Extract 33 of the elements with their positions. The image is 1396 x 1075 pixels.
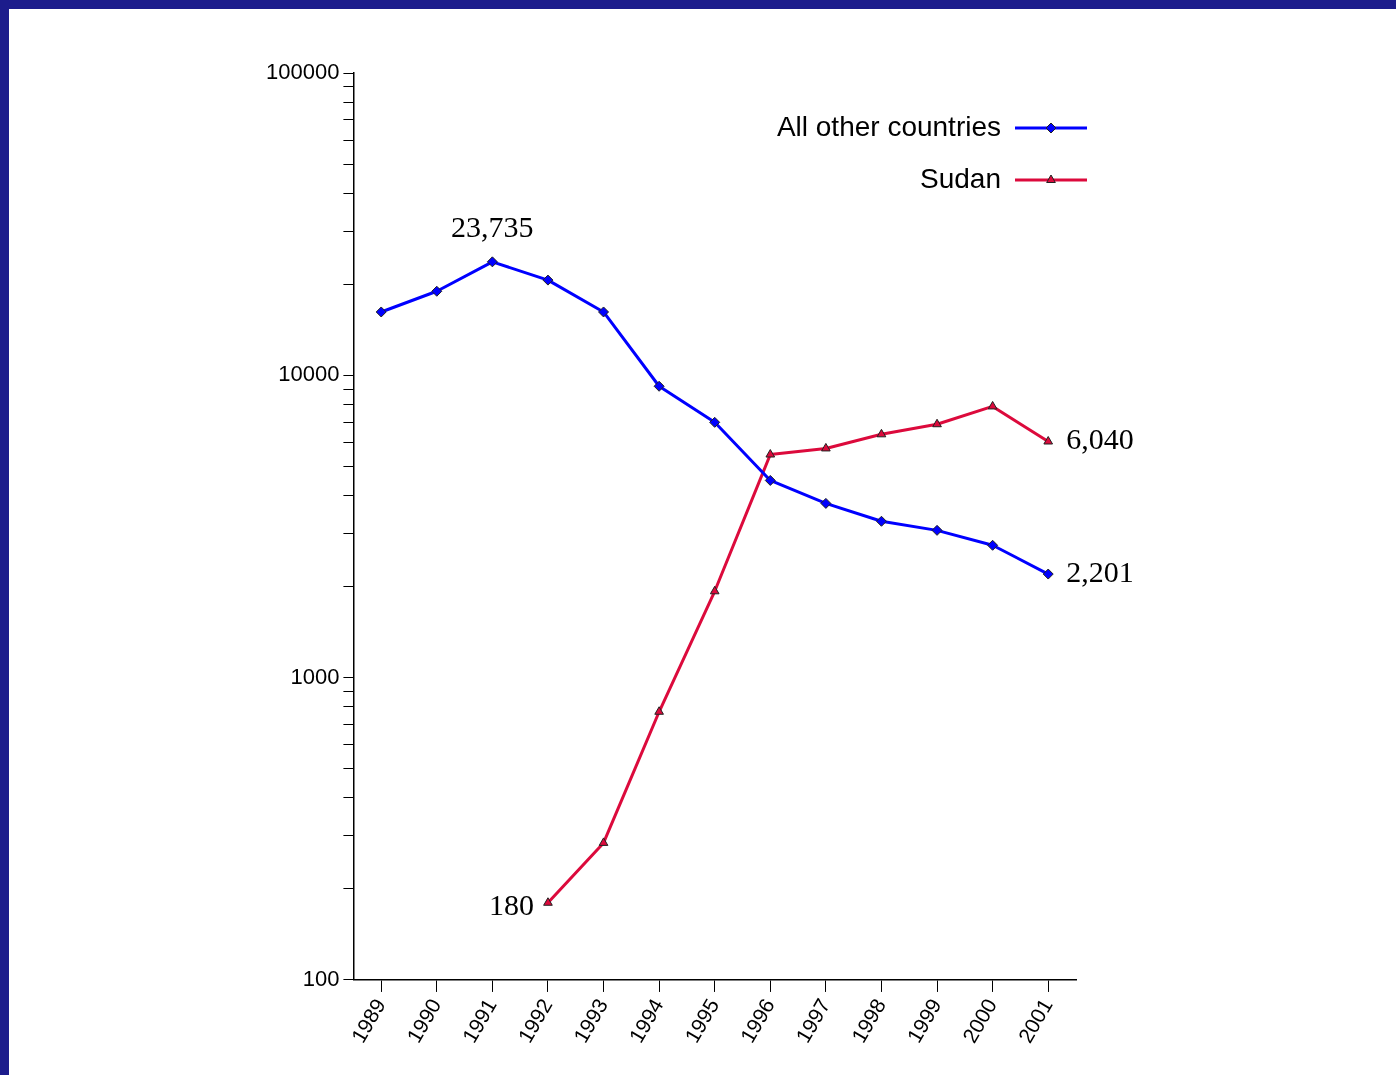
y-tick-label: 100 xyxy=(302,966,340,991)
data-label: 2,201 xyxy=(1066,554,1134,588)
legend-label: All other countries xyxy=(776,110,1001,142)
point xyxy=(821,442,831,452)
point xyxy=(542,274,554,286)
point xyxy=(486,256,498,268)
y-tick-label: 100000 xyxy=(265,59,340,85)
point xyxy=(543,897,553,906)
point xyxy=(820,497,832,509)
y-tick-label: 1000 xyxy=(290,663,340,689)
point xyxy=(987,400,998,410)
data-label: 23,735 xyxy=(451,209,534,243)
point xyxy=(764,474,776,486)
point xyxy=(709,416,721,428)
point xyxy=(598,837,609,846)
point xyxy=(987,539,999,551)
data-label: 6,040 xyxy=(1066,422,1134,456)
point xyxy=(653,380,665,392)
point xyxy=(431,285,443,297)
point xyxy=(765,449,776,458)
point xyxy=(876,428,887,438)
point xyxy=(709,585,720,595)
point xyxy=(1042,568,1054,580)
legend-label: Sudan xyxy=(920,162,1001,194)
data-label: 180 xyxy=(488,887,534,921)
point xyxy=(375,306,387,318)
point xyxy=(1043,436,1054,445)
point xyxy=(931,524,943,536)
y-tick-label: 10000 xyxy=(278,361,340,387)
point xyxy=(932,418,942,428)
point xyxy=(875,515,887,527)
point xyxy=(598,306,610,318)
point xyxy=(654,706,664,715)
